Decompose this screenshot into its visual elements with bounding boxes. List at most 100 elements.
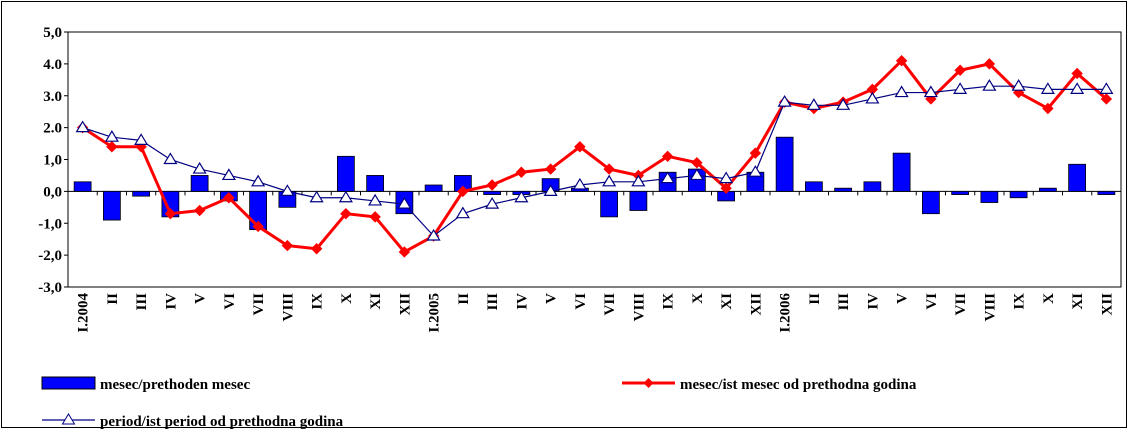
y-tick-label: 2.0 bbox=[43, 121, 62, 137]
x-tick-label: III bbox=[485, 293, 501, 311]
x-tick-label: VII bbox=[251, 293, 267, 316]
line-marker bbox=[1011, 79, 1026, 91]
bar bbox=[834, 187, 853, 192]
bar bbox=[1097, 190, 1116, 195]
line-marker bbox=[983, 58, 996, 70]
line-marker bbox=[719, 171, 734, 184]
x-tick-label: IV bbox=[514, 293, 530, 310]
line-marker bbox=[368, 193, 383, 206]
bar bbox=[1038, 187, 1057, 192]
line-marker bbox=[338, 190, 353, 203]
x-tick-label: III bbox=[134, 293, 150, 311]
line-marker bbox=[865, 91, 880, 104]
legend-marker bbox=[643, 378, 654, 388]
line-marker bbox=[485, 196, 500, 209]
x-tick-label: X bbox=[1041, 293, 1057, 304]
line-marker bbox=[310, 243, 323, 255]
line-marker bbox=[193, 204, 206, 217]
x-tick-label: II bbox=[456, 293, 472, 305]
line-marker bbox=[1042, 102, 1054, 115]
x-tick-label: IX bbox=[1012, 293, 1028, 310]
x-tick-label: I.2006 bbox=[778, 293, 794, 333]
x-tick-label: V bbox=[544, 293, 560, 304]
line-marker bbox=[281, 239, 294, 252]
bar bbox=[804, 181, 823, 192]
line-marker bbox=[982, 79, 997, 91]
x-tick-label: II bbox=[807, 293, 823, 305]
line-marker bbox=[398, 246, 411, 258]
x-tick-label: III bbox=[836, 293, 852, 311]
line-marker bbox=[252, 220, 264, 233]
line-marker bbox=[134, 133, 149, 145]
line-marker bbox=[574, 141, 586, 153]
line-marker bbox=[369, 211, 381, 223]
line-marker bbox=[1100, 93, 1113, 105]
x-tick-label: XII bbox=[1099, 293, 1115, 316]
x-tick-label: VI bbox=[222, 293, 238, 310]
y-tick-label: 0,0 bbox=[43, 184, 62, 200]
line-marker bbox=[720, 182, 732, 194]
line-marker bbox=[280, 184, 295, 196]
y-tick-label: 1,0 bbox=[43, 153, 62, 169]
bar bbox=[892, 152, 911, 192]
line-marker bbox=[836, 98, 851, 110]
line-marker bbox=[340, 207, 352, 220]
y-tick-label: 3.0 bbox=[43, 89, 62, 105]
line-marker bbox=[777, 94, 792, 107]
bar bbox=[1009, 190, 1028, 199]
line-marker bbox=[251, 174, 266, 187]
line-marker bbox=[486, 179, 498, 191]
line-marker bbox=[603, 163, 615, 175]
line-marker bbox=[749, 147, 762, 159]
x-tick-label: II bbox=[105, 293, 121, 305]
x-tick-label: I.2004 bbox=[76, 293, 92, 333]
line-marker bbox=[544, 163, 557, 175]
bar bbox=[190, 175, 209, 192]
x-tick-label: VI bbox=[573, 293, 589, 310]
x-tick-label: X bbox=[339, 293, 355, 304]
line-marker bbox=[953, 82, 968, 94]
bar bbox=[132, 190, 151, 197]
x-tick-label: X bbox=[690, 293, 706, 304]
legend-swatch bbox=[41, 376, 96, 390]
y-tick-label: 4.0 bbox=[43, 57, 62, 73]
bar bbox=[629, 190, 648, 211]
line-marker bbox=[1040, 82, 1055, 94]
x-tick-label: VII bbox=[953, 293, 969, 316]
line-marker bbox=[806, 98, 821, 110]
y-tick-label: -2,0 bbox=[38, 248, 62, 264]
y-tick-label: 5,0 bbox=[43, 25, 62, 41]
bar bbox=[921, 190, 940, 215]
line-marker bbox=[309, 190, 324, 203]
line-marker bbox=[954, 64, 966, 76]
line-marker bbox=[104, 130, 119, 142]
bar bbox=[1068, 163, 1087, 192]
line-marker bbox=[660, 171, 675, 184]
line bbox=[82, 85, 1107, 237]
line-marker bbox=[923, 85, 938, 98]
y-tick-label: -3,0 bbox=[38, 280, 62, 296]
x-tick-label: XII bbox=[397, 293, 413, 316]
bar bbox=[102, 190, 121, 221]
bar bbox=[775, 136, 794, 192]
legend-marker bbox=[61, 413, 76, 425]
bar bbox=[336, 155, 355, 192]
line-marker bbox=[164, 207, 177, 220]
x-tick-label: V bbox=[193, 293, 209, 304]
bar bbox=[424, 184, 443, 192]
line-marker bbox=[691, 156, 703, 169]
bar bbox=[863, 181, 882, 192]
line-marker bbox=[572, 177, 587, 190]
bar bbox=[366, 175, 385, 192]
line-marker bbox=[426, 228, 441, 241]
line-marker bbox=[397, 196, 412, 209]
line-marker bbox=[163, 152, 178, 165]
line-marker bbox=[223, 192, 235, 204]
x-tick-label: IV bbox=[865, 293, 881, 310]
line-marker bbox=[543, 184, 558, 196]
x-tick-label: XII bbox=[748, 293, 764, 316]
line-marker bbox=[689, 168, 704, 181]
line-marker bbox=[455, 206, 470, 219]
line-marker bbox=[1099, 82, 1114, 94]
